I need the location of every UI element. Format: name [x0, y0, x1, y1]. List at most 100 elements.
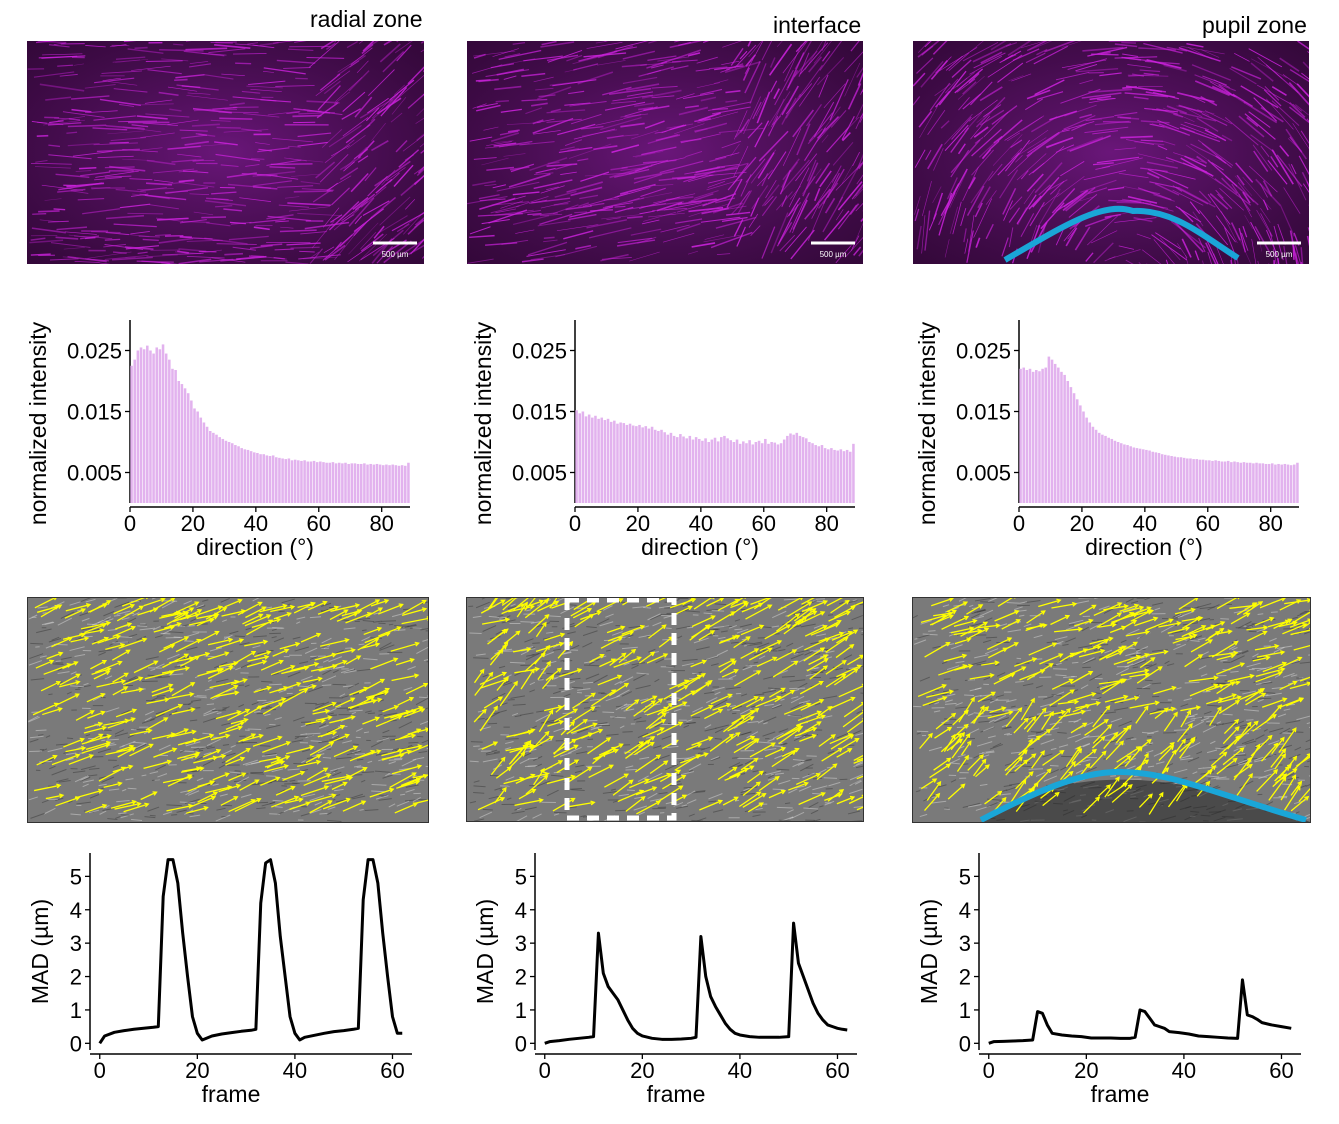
arrow-head: [542, 621, 547, 627]
arrow-head: [816, 721, 822, 726]
displacement-arrow: [140, 791, 157, 801]
fiber-strand: [739, 190, 751, 205]
texture-streak: [469, 760, 479, 763]
arrow-head: [239, 721, 246, 726]
texture-streak: [647, 792, 658, 799]
fiber-strand: [956, 78, 976, 93]
texture-streak: [1005, 708, 1018, 711]
fiber-strand: [137, 251, 148, 255]
texture-streak: [357, 617, 371, 621]
displacement-arrow: [302, 677, 322, 683]
arrow-head: [675, 769, 682, 775]
fiber-strand: [549, 80, 589, 86]
texture-streak: [920, 620, 932, 625]
texture-streak: [1274, 674, 1280, 678]
texture-streak: [530, 620, 542, 624]
texture-streak: [306, 721, 318, 726]
histogram-bar: [1069, 387, 1073, 503]
histogram-bar: [688, 435, 692, 503]
texture-streak: [745, 664, 760, 667]
displacement-arrow: [306, 767, 328, 781]
fiber-strand: [393, 84, 406, 95]
fiber-strand: [569, 206, 614, 218]
fiber-strand: [57, 116, 86, 121]
texture-streak: [633, 673, 647, 681]
arrow-head: [504, 675, 509, 682]
arrow-head: [153, 607, 159, 613]
fiber-strand: [1121, 41, 1136, 44]
displacement-arrow: [795, 773, 820, 786]
displacement-arrow: [171, 682, 195, 697]
texture-streak: [847, 810, 861, 815]
texture-streak: [479, 811, 493, 819]
arrow-head: [822, 665, 829, 671]
texture-streak: [70, 685, 84, 688]
fiber-strand: [655, 134, 681, 142]
texture-streak: [80, 775, 90, 781]
fiber-strand: [177, 153, 202, 158]
displacement-arrow: [81, 743, 110, 754]
fiber-strand: [785, 93, 802, 119]
pupil-boundary-line: [1003, 205, 1240, 263]
fiber-strand: [1242, 176, 1272, 210]
fiber-strand: [914, 196, 921, 215]
displacement-arrow: [747, 802, 764, 813]
fiber-strand: [785, 83, 813, 115]
texture-streak: [308, 683, 314, 687]
fiber-strand: [66, 182, 105, 188]
texture-streak: [501, 619, 516, 624]
fiber-strand: [490, 132, 520, 142]
fiber-strand: [638, 106, 654, 111]
displacement-arrow: [636, 800, 661, 815]
arrow-head: [128, 764, 134, 770]
fiber-strand: [781, 97, 797, 125]
arrow-head: [350, 648, 356, 653]
fiber-strand: [158, 237, 194, 244]
fiber-strand: [527, 241, 568, 256]
displacement-arrow: [51, 754, 80, 766]
fiber-strand: [42, 53, 83, 56]
fiber-strand: [64, 231, 97, 235]
fiber-strand: [290, 246, 320, 249]
texture-streak: [1173, 768, 1188, 774]
fiber-strand: [1074, 226, 1091, 251]
fiber-strand: [1133, 216, 1153, 223]
texture-streak: [928, 746, 942, 752]
texture-streak: [967, 802, 981, 807]
fiber-strand: [141, 147, 163, 151]
histogram-bar: [378, 464, 382, 503]
texture-streak: [251, 701, 259, 706]
fiber-strand: [167, 119, 199, 125]
fiber-strand: [362, 41, 375, 52]
texture-streak: [220, 598, 230, 603]
fiber-strand: [495, 99, 509, 103]
arrow-head: [55, 680, 62, 686]
fiber-strand: [112, 256, 153, 261]
texture-streak: [418, 750, 428, 754]
fiber-strand: [1271, 100, 1300, 127]
fiber-strand: [301, 188, 335, 191]
arrow-head: [544, 613, 550, 619]
arrow-head: [57, 604, 63, 609]
arrow-head: [841, 659, 847, 665]
displacement-arrow: [394, 802, 418, 814]
fiber-strand: [531, 102, 548, 107]
fiber-strand: [1220, 211, 1238, 244]
texture-streak: [103, 610, 115, 617]
texture-streak: [590, 727, 599, 729]
arrow-head: [245, 748, 251, 753]
fiber-strand: [105, 231, 129, 236]
displacement-arrow: [540, 598, 550, 607]
texture-streak: [106, 738, 119, 741]
fiber-strand: [641, 219, 660, 225]
arrow-head: [189, 692, 195, 697]
fiber-strand: [286, 111, 300, 115]
displacement-arrow: [800, 699, 824, 711]
arrow-head: [700, 673, 706, 678]
texture-streak: [623, 662, 630, 666]
displacement-arrow: [259, 604, 287, 613]
fiber-strand: [1190, 95, 1206, 103]
histogram-bar: [1261, 463, 1265, 503]
arrow-head: [256, 798, 262, 803]
fiber-strand: [630, 228, 662, 236]
